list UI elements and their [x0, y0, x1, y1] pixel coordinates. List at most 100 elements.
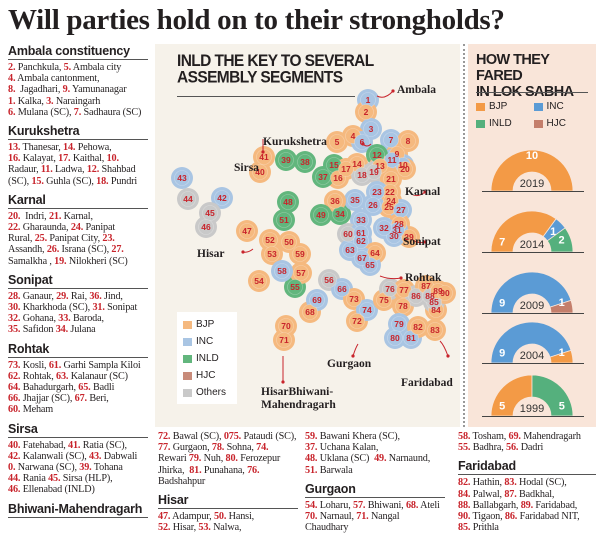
segment-label: 10: [398, 160, 408, 170]
segment-label: 72: [352, 316, 362, 326]
segment-name: Kharkhoda (SC),: [20, 302, 93, 314]
data-label: 1: [559, 297, 565, 309]
donut-2014: 7 12 2014: [482, 210, 584, 253]
segment-label: 12: [372, 150, 382, 160]
segment-number: 50.: [213, 511, 227, 523]
segment-core: [297, 154, 313, 170]
segment-core: [363, 121, 379, 137]
segment-name: Kosli,: [20, 359, 49, 371]
segment-number: 42.: [8, 450, 21, 462]
section-heading: Rohtak: [8, 342, 148, 358]
constituency-line: 60. Meham: [8, 404, 148, 415]
segment-core: [397, 161, 413, 177]
segment-name: Badshahpur: [158, 475, 206, 487]
segment-name: Ratia (SC),: [80, 439, 127, 451]
segment-number: 67.: [74, 393, 87, 405]
segment-label: 13: [375, 161, 385, 171]
constituency-line: Samalkha , 19. Nilokheri (SC): [8, 256, 148, 267]
segment-name: Panipat: [83, 222, 116, 234]
segment-name: Panipat City,: [46, 233, 103, 245]
segment-label: 67: [357, 253, 367, 263]
segment-number: 37.: [305, 442, 318, 454]
segment-label: 11: [388, 155, 397, 165]
constituency-line: 90. Tigaon, 86. Faridabad NIT,: [458, 511, 596, 522]
segment-number: 8.: [8, 84, 16, 96]
fared-title-line1: HOW THEY FARED: [476, 52, 550, 84]
segment-number: 33.: [58, 313, 71, 325]
arrow-head-icon: [446, 354, 450, 358]
segment-name: Rohtak,: [20, 370, 57, 382]
segment-label: 49: [316, 210, 326, 220]
region-label-sirsa: Sirsa: [234, 162, 259, 174]
segment-label: 64: [370, 248, 380, 258]
map-title: INLD THE KEY TO SEVERAL ASSEMBLY SEGMENT…: [177, 53, 374, 87]
segment-number: 40.: [8, 439, 21, 451]
segment-name: Sirsa (HLP),: [60, 473, 113, 485]
segment-name: Ellenabad (INLD): [20, 484, 95, 496]
segment-label: 73: [349, 294, 359, 304]
segment-label: 43: [177, 173, 187, 183]
section-heading: Sonipat: [8, 273, 148, 289]
segment-label: 62: [356, 236, 366, 246]
segment-number: 43.: [89, 450, 102, 462]
segment-name: Uklana (SC): [317, 453, 375, 465]
segment-number: 3.: [46, 95, 54, 107]
segment-name: Panchkula,: [15, 62, 64, 73]
segment-name: Jagadhari,: [15, 84, 63, 96]
segment-number: 22.: [8, 222, 21, 234]
segment-number: 61.: [48, 359, 62, 371]
segment-label: 23: [372, 187, 382, 197]
segment-label: 50: [284, 237, 294, 247]
section-body: 72. Bawal (SC), 075. Pataudi (SC), 77. Gu…: [158, 431, 298, 487]
segment-number: 18.: [96, 175, 109, 187]
segment-number: 55.: [458, 442, 471, 454]
segment-name: Pundri: [108, 175, 138, 187]
region-label-ambala: Ambala: [397, 84, 436, 96]
segment-core: [276, 212, 292, 228]
segment-name: Gharaunda,: [20, 222, 71, 234]
segment-name: Garhi Sampla Kiloi: [61, 359, 141, 371]
segment-name: Rewari: [158, 453, 189, 465]
segment-number: 15.: [31, 175, 44, 187]
constituency-line: 59. Bawani Khera (SC),: [305, 431, 445, 442]
segment-name: Badhra,: [470, 442, 507, 454]
segment-label: 80: [390, 333, 400, 343]
segment-name: Ferozepur: [237, 453, 281, 465]
legend-label: INLD: [196, 353, 219, 364]
segment-core: [334, 281, 350, 297]
segment-number: 77.: [158, 442, 171, 454]
segment-label: 45: [205, 208, 215, 218]
map-title-line1: INLD THE KEY TO SEVERAL: [177, 52, 374, 70]
segment-name: Karnal,: [61, 210, 93, 222]
constituency-line: 35. Safidon 34. Julana: [8, 324, 148, 335]
constituency-line: 48. Uklana (SC) 49. Narnaund,: [305, 453, 445, 464]
segment-core: [256, 149, 272, 165]
segment-name: Bawani Khera (SC),: [317, 431, 400, 442]
segment-name: Ambala city: [70, 62, 122, 73]
segment-label: 77: [399, 285, 409, 295]
segment-number: 13.: [8, 142, 21, 154]
dotted-divider: [463, 44, 465, 427]
segment-label: 86: [411, 291, 421, 301]
segment-name: Palwal,: [470, 488, 505, 500]
segment-name: (SC),: [8, 175, 32, 187]
section-body: 28. Ganaur, 29. Rai, 36. Jind, 30. Kharkh…: [8, 291, 148, 336]
segment-name: Tigaon,: [470, 511, 505, 523]
constituency-line: 85. Prithla: [458, 522, 596, 533]
segment-number: 7.: [73, 106, 82, 118]
segment-label: 18: [357, 170, 367, 180]
constituency-line: 82. Hathin, 83. Hodal (SC),: [458, 477, 596, 488]
segment-number: 64.: [8, 382, 21, 394]
arrow-pointer: [376, 90, 394, 98]
segment-core: [313, 207, 329, 223]
segment-label: 68: [305, 307, 315, 317]
segment-name: Radaur,: [8, 164, 41, 176]
section-body: 82. Hathin, 83. Hodal (SC), 84. Palwal, 8…: [458, 477, 596, 533]
fared-title-rule: [476, 92, 588, 93]
segment-label: 19: [369, 167, 379, 177]
segment-number: 39.: [79, 462, 92, 474]
segment-label: 6: [360, 137, 365, 147]
arrow-head-icon: [351, 354, 355, 358]
segment-core: [327, 193, 343, 209]
segment-name: Tosham,: [470, 431, 509, 442]
